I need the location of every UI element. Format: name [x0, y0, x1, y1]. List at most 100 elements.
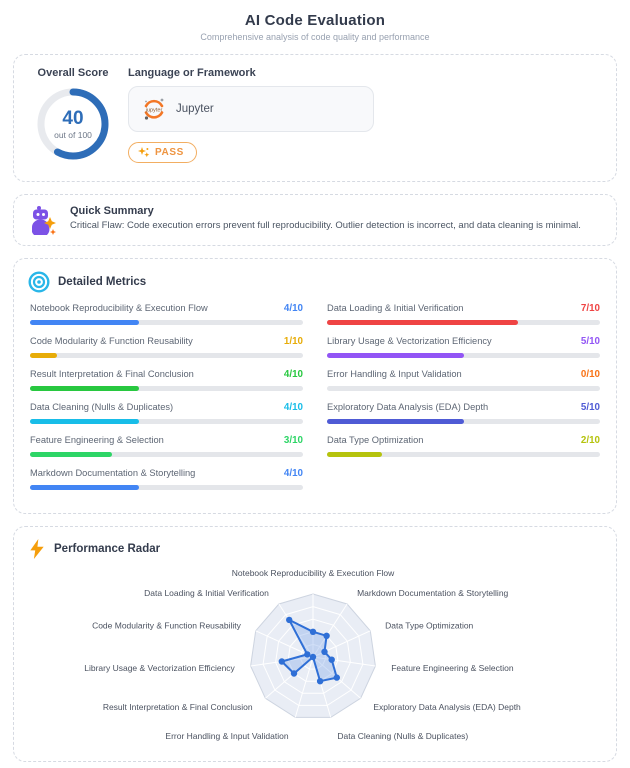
- radar-grid-ring: [275, 618, 351, 694]
- metric-progress-track: [327, 320, 600, 325]
- metric-row: Data Loading & Initial Verification 7/10: [327, 303, 600, 325]
- metric-score: 5/10: [580, 336, 600, 347]
- radar-data-point: [309, 628, 317, 635]
- metric-score: 2/10: [580, 435, 600, 446]
- metric-score: 4/10: [283, 402, 303, 413]
- framework-select[interactable]: jupyter Jupyter: [128, 86, 374, 132]
- framework-label: Language or Framework: [128, 67, 256, 79]
- overall-score-label: Overall Score: [37, 67, 109, 79]
- radar-axis-label: Exploratory Data Analysis (EDA) Depth: [373, 702, 521, 712]
- radar-grid-ring: [262, 606, 364, 706]
- metric-row: Exploratory Data Analysis (EDA) Depth 5/1…: [327, 402, 600, 424]
- radar-data-point: [321, 648, 328, 655]
- metric-row: Markdown Documentation & Storytelling 4/1…: [30, 468, 303, 490]
- svg-text:jupyter: jupyter: [145, 107, 163, 113]
- metrics-grid: Notebook Reproducibility & Execution Flo…: [28, 303, 602, 501]
- framework-name: Jupyter: [176, 103, 214, 115]
- metric-progress-track: [30, 353, 303, 358]
- metric-score: 4/10: [283, 369, 303, 380]
- score-gauge: 40 out of 100: [35, 86, 111, 162]
- status-text: PASS: [155, 147, 184, 158]
- metric-row: Code Modularity & Function Reusability 1/…: [30, 336, 303, 358]
- metric-label: Code Modularity & Function Reusability: [30, 336, 193, 346]
- score-out-of: out of 100: [54, 129, 92, 140]
- framework-block: Language or Framework jupyter Jupyter: [128, 67, 602, 169]
- metric-progress-track: [327, 419, 600, 424]
- radar-axis-line: [312, 603, 348, 658]
- summary-text: Critical Flaw: Code execution errors pre…: [70, 220, 581, 231]
- radar-axis-label: Feature Engineering & Selection: [391, 663, 514, 673]
- radar-title: Performance Radar: [54, 543, 161, 555]
- metric-row: Error Handling & Input Validation 0/10: [327, 369, 600, 391]
- metric-label: Data Loading & Initial Verification: [327, 303, 464, 313]
- metric-progress-fill: [327, 419, 464, 424]
- radar-data-point: [286, 616, 293, 624]
- metric-score: 7/10: [580, 303, 600, 314]
- radar-data-point: [323, 632, 330, 639]
- metric-progress-track: [30, 386, 303, 391]
- metrics-column-right: Data Loading & Initial Verification 7/10 L…: [327, 303, 600, 501]
- metric-progress-fill: [30, 485, 140, 490]
- metric-score: 1/10: [283, 336, 303, 347]
- metrics-title: Detailed Metrics: [58, 276, 147, 288]
- metric-score: 4/10: [283, 303, 303, 314]
- radar-data-point: [290, 670, 298, 677]
- score-card: Overall Score 40 out of 100 Language or …: [13, 54, 617, 182]
- metric-score: 3/10: [283, 435, 303, 446]
- page-subtitle: Comprehensive analysis of code quality a…: [200, 32, 430, 42]
- metric-progress-fill: [30, 386, 140, 391]
- metric-row: Data Type Optimization 2/10: [327, 435, 600, 457]
- radar-axis-label: Data Loading & Initial Verification: [144, 588, 269, 598]
- radar-axis-line: [278, 603, 314, 658]
- metric-progress-fill: [30, 419, 140, 424]
- radar-data-point: [278, 658, 285, 665]
- metric-progress-fill: [327, 320, 519, 325]
- radar-card: Performance Radar Notebook Reproducibili…: [13, 526, 617, 762]
- metric-progress-track: [327, 386, 600, 391]
- radar-axis-label: Error Handling & Input Validation: [165, 731, 288, 741]
- metric-label: Library Usage & Vectorization Efficiency: [327, 336, 492, 346]
- metric-row: Result Interpretation & Final Conclusion…: [30, 369, 303, 391]
- radar-axis-label: Data Cleaning (Nulls & Duplicates): [337, 731, 468, 741]
- metric-label: Markdown Documentation & Storytelling: [30, 468, 196, 478]
- radar-grid-ring: [287, 631, 339, 682]
- radar-chart: Notebook Reproducibility & Execution Flo…: [84, 569, 521, 741]
- summary-card: Quick Summary Critical Flaw: Code execut…: [13, 194, 617, 246]
- sparkle-icon: [138, 147, 150, 158]
- robot-icon: [28, 205, 58, 238]
- page-title: AI Code Evaluation: [244, 12, 386, 29]
- metric-label: Error Handling & Input Validation: [327, 369, 462, 379]
- score-gauge-ring: [37, 88, 109, 160]
- score-value: 40: [62, 107, 84, 129]
- radar-axis-label: Code Modularity & Function Reusability: [92, 620, 242, 630]
- radar-axis-line: [255, 630, 314, 658]
- metric-row: Library Usage & Vectorization Efficiency…: [327, 336, 600, 358]
- radar-data-point: [333, 674, 340, 681]
- metric-label: Feature Engineering & Selection: [30, 435, 164, 445]
- metric-label: Notebook Reproducibility & Execution Flo…: [30, 303, 208, 313]
- radar-axis-line: [294, 656, 314, 718]
- jupyter-logo-icon: jupyter: [145, 98, 164, 120]
- metric-label: Data Cleaning (Nulls & Duplicates): [30, 402, 174, 412]
- summary-title: Quick Summary: [70, 205, 154, 217]
- metric-row: Notebook Reproducibility & Execution Flo…: [30, 303, 303, 325]
- radar-data-point: [304, 651, 311, 658]
- metric-progress-fill: [30, 353, 58, 358]
- metric-progress-track: [30, 419, 303, 424]
- radar-axis-label: Notebook Reproducibility & Execution Flo…: [232, 569, 395, 578]
- metric-label: Exploratory Data Analysis (EDA) Depth: [327, 402, 489, 412]
- radar-axis-label: Result Interpretation & Final Conclusion: [103, 702, 253, 712]
- target-icon: [28, 271, 50, 293]
- metric-progress-track: [30, 320, 303, 325]
- metric-score: 0/10: [580, 369, 600, 380]
- metric-score: 5/10: [580, 402, 600, 413]
- metrics-card: Detailed Metrics Notebook Reproducibilit…: [13, 258, 617, 514]
- lightning-bolt-icon: [30, 539, 44, 559]
- metric-progress-fill: [327, 452, 382, 457]
- metric-progress-track: [327, 452, 600, 457]
- radar-data-point: [328, 656, 335, 663]
- radar-axis-line: [312, 656, 376, 667]
- radar-axis-label: Markdown Documentation & Storytelling: [357, 588, 508, 598]
- metric-row: Data Cleaning (Nulls & Duplicates) 4/10: [30, 402, 303, 424]
